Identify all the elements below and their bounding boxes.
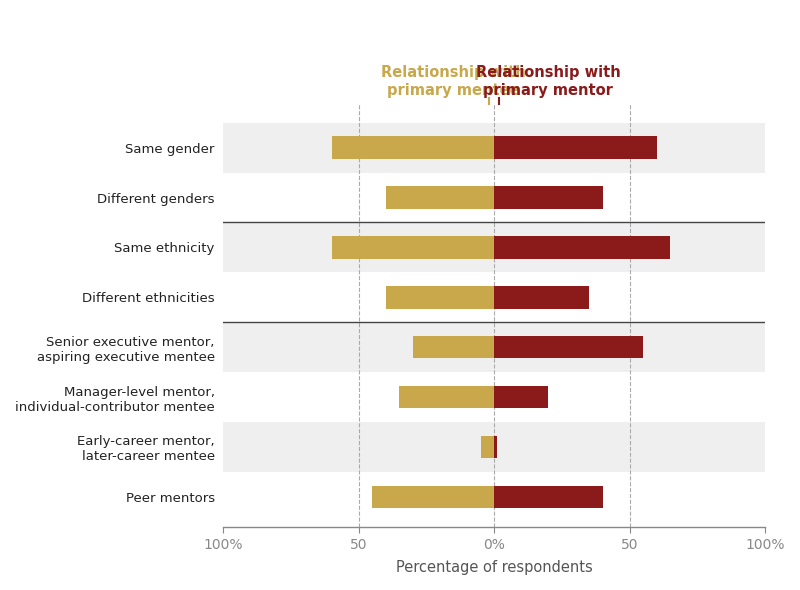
Bar: [481, 435, 494, 458]
Bar: [223, 322, 766, 372]
Bar: [386, 186, 494, 209]
Bar: [494, 435, 497, 458]
Bar: [386, 286, 494, 309]
X-axis label: Percentage of respondents: Percentage of respondents: [396, 560, 593, 575]
Text: Relationship with
primary mentee: Relationship with primary mentee: [381, 65, 526, 97]
Bar: [399, 386, 494, 408]
Bar: [372, 486, 494, 508]
Bar: [331, 236, 494, 258]
Bar: [494, 386, 548, 408]
Bar: [223, 422, 766, 472]
Bar: [494, 286, 589, 309]
Bar: [494, 336, 643, 358]
Text: Relationship with
primary mentor: Relationship with primary mentor: [476, 65, 621, 97]
Bar: [494, 486, 602, 508]
Bar: [413, 336, 494, 358]
Bar: [223, 222, 766, 273]
Bar: [494, 236, 670, 258]
Bar: [494, 136, 657, 159]
Bar: [331, 136, 494, 159]
Bar: [494, 186, 602, 209]
Bar: [223, 123, 766, 173]
